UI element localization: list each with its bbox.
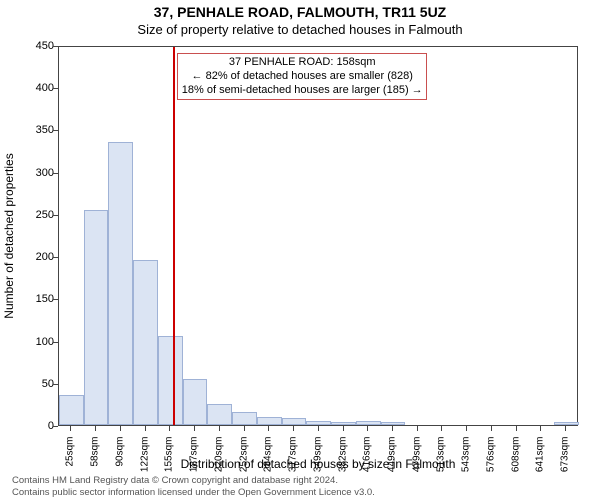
chart-title-sub: Size of property relative to detached ho…	[0, 22, 600, 37]
histogram-bar	[183, 379, 208, 425]
y-tick-mark	[53, 257, 58, 258]
annotation-box: 37 PENHALE ROAD: 158sqm← 82% of detached…	[177, 53, 427, 100]
plot-area: 37 PENHALE ROAD: 158sqm← 82% of detached…	[58, 46, 578, 426]
x-tick-label: 673sqm	[560, 437, 571, 497]
x-tick-mark	[392, 426, 393, 431]
property-size-chart: 37, PENHALE ROAD, FALMOUTH, TR11 5UZ Siz…	[0, 0, 600, 500]
chart-title-main: 37, PENHALE ROAD, FALMOUTH, TR11 5UZ	[0, 4, 600, 20]
y-tick-mark	[53, 130, 58, 131]
y-tick-label: 450	[14, 40, 54, 52]
x-tick-mark	[120, 426, 121, 431]
histogram-bar	[59, 395, 84, 425]
x-tick-label: 252sqm	[238, 437, 249, 497]
histogram-bar	[207, 404, 232, 425]
histogram-bar	[331, 422, 356, 425]
x-tick-label: 382sqm	[337, 437, 348, 497]
x-tick-mark	[194, 426, 195, 431]
annotation-line: 37 PENHALE ROAD: 158sqm	[182, 56, 423, 70]
x-tick-mark	[244, 426, 245, 431]
x-tick-mark	[70, 426, 71, 431]
y-axis-label: Number of detached properties	[2, 46, 18, 426]
histogram-bar	[257, 417, 282, 425]
x-tick-label: 576sqm	[485, 437, 496, 497]
histogram-bar	[133, 260, 158, 425]
x-tick-label: 220sqm	[213, 437, 224, 497]
x-tick-mark	[466, 426, 467, 431]
y-tick-label: 0	[14, 420, 54, 432]
y-tick-label: 200	[14, 251, 54, 263]
x-tick-mark	[343, 426, 344, 431]
y-tick-label: 100	[14, 336, 54, 348]
x-tick-label: 479sqm	[411, 437, 422, 497]
x-tick-label: 416sqm	[362, 437, 373, 497]
x-tick-mark	[516, 426, 517, 431]
histogram-bar	[282, 418, 307, 425]
histogram-bar	[381, 422, 406, 425]
x-tick-mark	[95, 426, 96, 431]
histogram-bar	[554, 422, 579, 425]
x-tick-mark	[145, 426, 146, 431]
x-tick-mark	[219, 426, 220, 431]
histogram-bar	[356, 421, 381, 425]
x-tick-mark	[367, 426, 368, 431]
x-tick-label: 513sqm	[436, 437, 447, 497]
y-tick-label: 250	[14, 209, 54, 221]
y-tick-mark	[53, 88, 58, 89]
histogram-bar	[158, 336, 183, 425]
x-tick-label: 25sqm	[65, 437, 76, 497]
x-tick-label: 543sqm	[461, 437, 472, 497]
y-tick-label: 50	[14, 378, 54, 390]
x-tick-mark	[318, 426, 319, 431]
histogram-bar	[84, 210, 109, 425]
x-tick-label: 90sqm	[114, 437, 125, 497]
x-tick-label: 608sqm	[510, 437, 521, 497]
x-tick-mark	[540, 426, 541, 431]
x-tick-label: 317sqm	[288, 437, 299, 497]
y-tick-mark	[53, 299, 58, 300]
y-tick-label: 300	[14, 167, 54, 179]
histogram-bar	[306, 421, 331, 425]
y-tick-mark	[53, 384, 58, 385]
histogram-bar	[232, 412, 257, 425]
x-tick-label: 349sqm	[312, 437, 323, 497]
x-tick-label: 187sqm	[189, 437, 200, 497]
x-tick-label: 449sqm	[386, 437, 397, 497]
x-tick-mark	[293, 426, 294, 431]
x-tick-label: 641sqm	[535, 437, 546, 497]
y-tick-mark	[53, 426, 58, 427]
y-tick-mark	[53, 342, 58, 343]
marker-line	[173, 47, 175, 425]
y-tick-label: 350	[14, 124, 54, 136]
x-tick-label: 58sqm	[90, 437, 101, 497]
x-tick-label: 155sqm	[164, 437, 175, 497]
y-tick-label: 150	[14, 293, 54, 305]
y-tick-label: 400	[14, 82, 54, 94]
annotation-line: 18% of semi-detached houses are larger (…	[182, 84, 423, 98]
x-tick-mark	[268, 426, 269, 431]
x-tick-mark	[565, 426, 566, 431]
x-tick-mark	[491, 426, 492, 431]
y-tick-mark	[53, 173, 58, 174]
x-tick-mark	[441, 426, 442, 431]
annotation-line: ← 82% of detached houses are smaller (82…	[182, 70, 423, 84]
x-tick-label: 284sqm	[263, 437, 274, 497]
x-tick-mark	[417, 426, 418, 431]
histogram-bar	[108, 142, 133, 425]
x-tick-label: 122sqm	[139, 437, 150, 497]
y-tick-mark	[53, 46, 58, 47]
y-tick-mark	[53, 215, 58, 216]
x-tick-mark	[169, 426, 170, 431]
